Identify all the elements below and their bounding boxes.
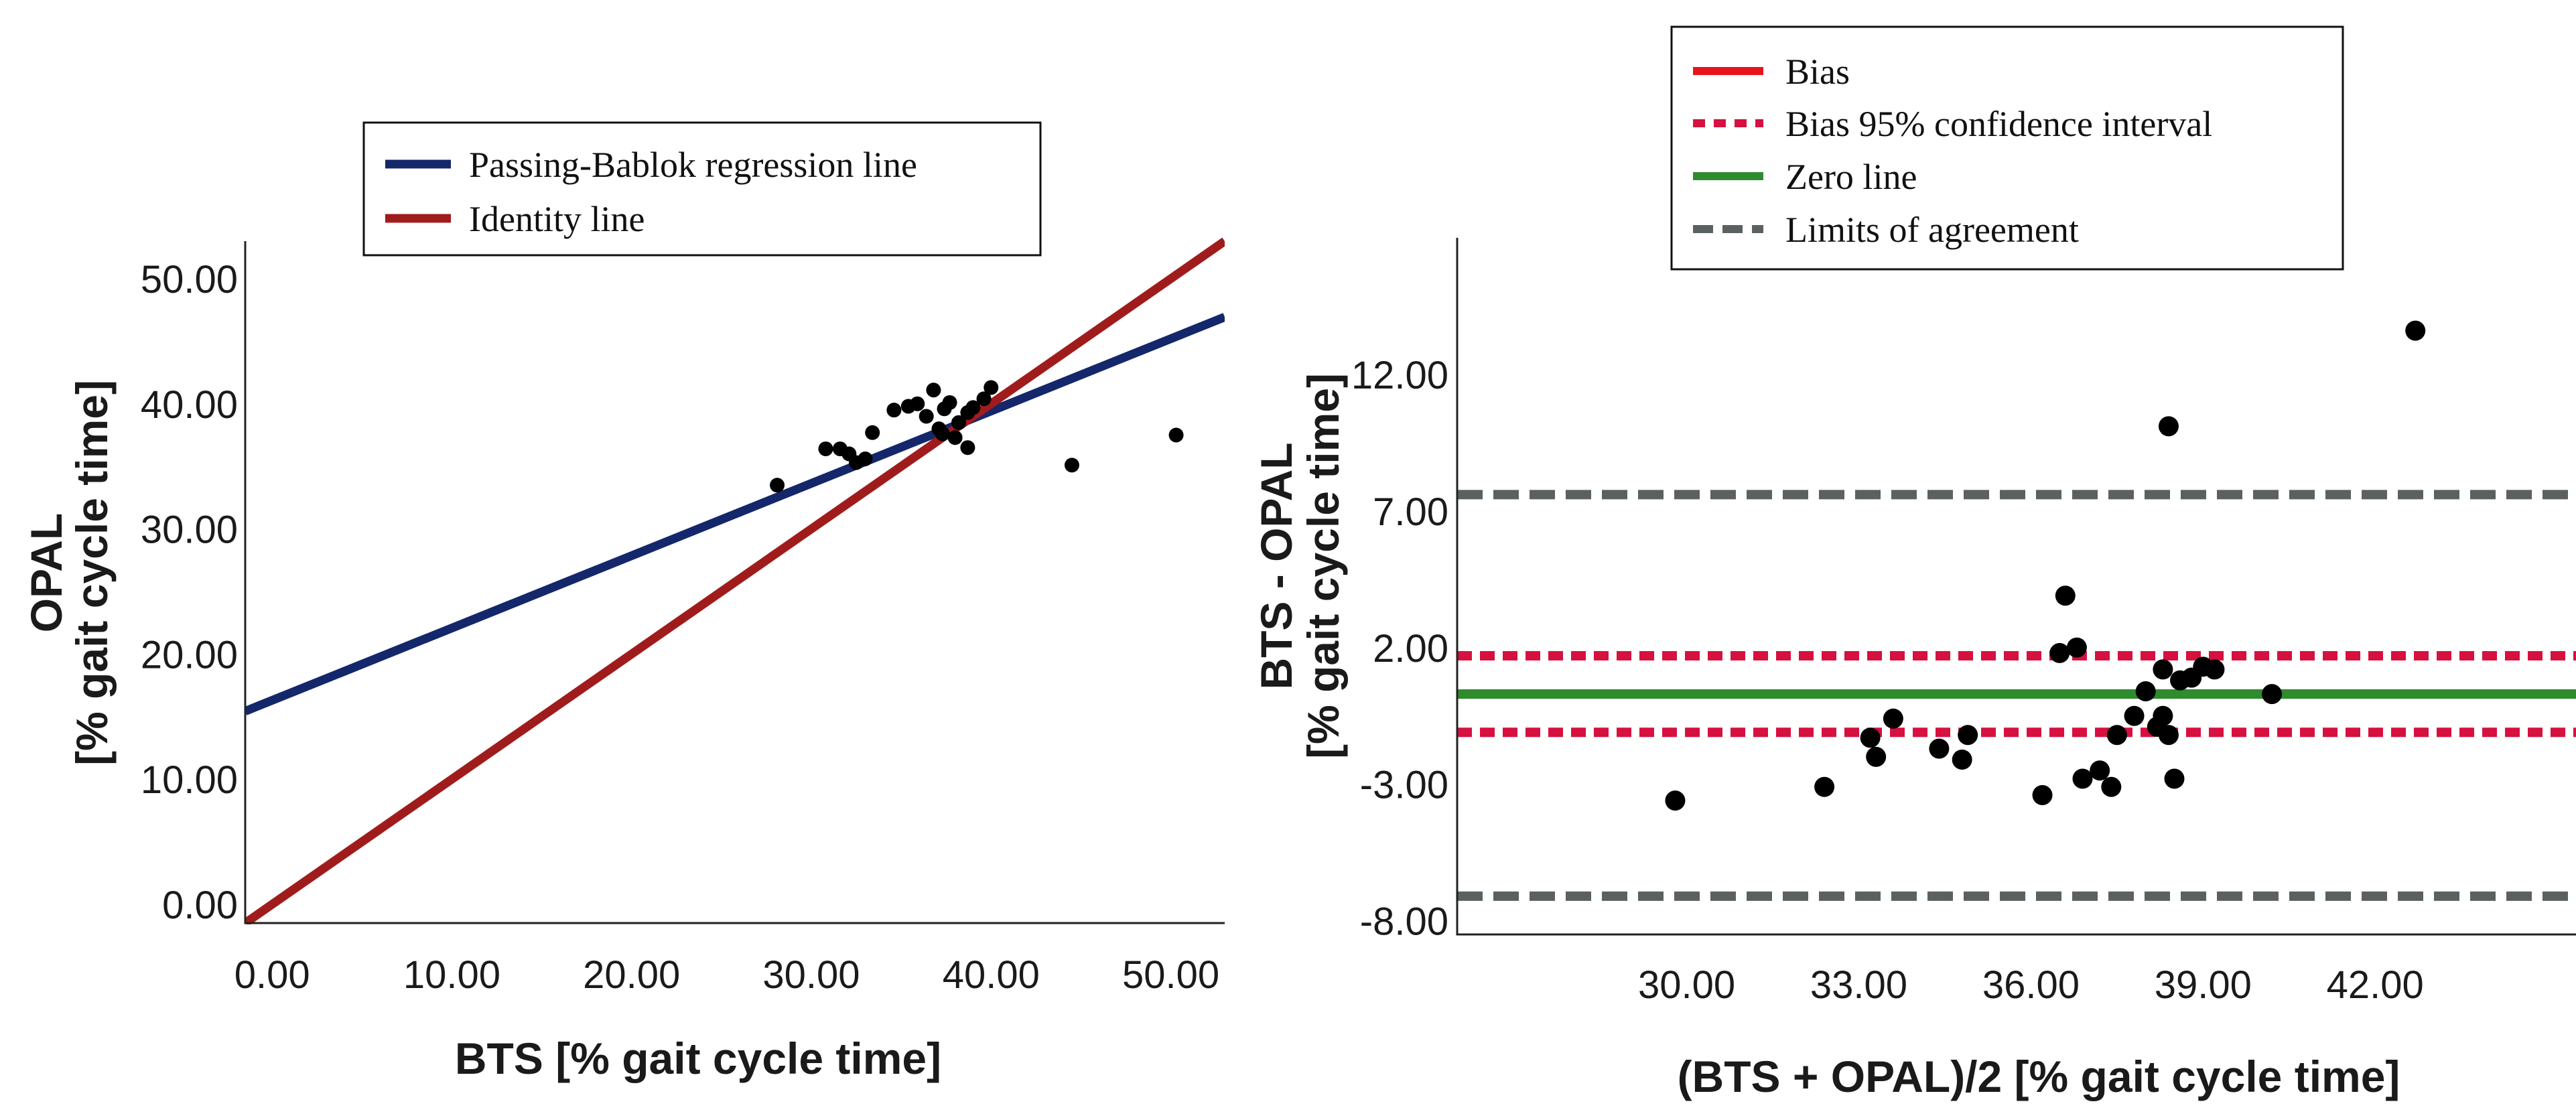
data-point [1929, 738, 1950, 759]
x-tick-label: 33.00 [1810, 963, 1907, 1007]
data-point [1860, 727, 1881, 748]
data-point [1952, 749, 1972, 770]
left-y-axis-title-line1: OPAL [21, 513, 71, 632]
x-tick-label: 20.00 [583, 953, 680, 997]
data-point [951, 415, 966, 430]
data-point [2101, 776, 2122, 797]
left-plot-lines [245, 237, 1225, 924]
data-point [947, 430, 963, 445]
left-y-axis-title-line2: [% gait cycle time] [67, 380, 117, 766]
x-tick-label: 40.00 [943, 953, 1040, 997]
data-point [2153, 705, 2173, 726]
data-point [919, 409, 934, 424]
passing-bablok-chart: 0.00 10.00 20.00 30.00 40.00 50.00 0.00 10.00 2… [21, 121, 1225, 1083]
data-point [1814, 776, 1835, 797]
y-tick-label: -3.00 [1360, 764, 1448, 807]
data-point [2164, 768, 2185, 789]
data-point [2405, 320, 2426, 341]
left-axes [244, 241, 1225, 924]
legend-label-regression: Passing-Bablok regression line [469, 145, 917, 185]
data-point [910, 396, 925, 411]
data-point [960, 440, 975, 456]
legend-label-loa: Limits of agreement [1785, 210, 2079, 250]
data-point [2032, 785, 2053, 805]
data-point [942, 395, 957, 410]
left-legend-box [362, 121, 1042, 257]
data-point [886, 403, 902, 418]
data-point [2055, 585, 2076, 606]
data-point [2204, 659, 2225, 680]
x-tick-label: 30.00 [762, 953, 860, 997]
y-tick-label: 2.00 [1373, 627, 1448, 671]
data-point [770, 478, 785, 493]
right-x-axis-title: (BTS + OPAL)/2 [% gait cycle time] [1678, 1052, 2400, 1101]
data-point [2106, 725, 2127, 746]
right-x-ticks: 30.00 33.00 36.00 39.00 42.00 [1638, 963, 2424, 1007]
x-tick-label: 42.00 [2327, 963, 2424, 1007]
y-tick-label: 12.00 [1351, 354, 1448, 397]
data-point [1168, 427, 1184, 443]
data-point [858, 451, 873, 467]
right-y-ticks: 12.00 7.00 2.00 -3.00 -8.00 [1351, 354, 1448, 944]
legend-label-bias-ci: Bias 95% confidence interval [1785, 104, 2212, 144]
right-points [1665, 320, 2426, 811]
left-x-ticks: 0.00 10.00 20.00 30.00 40.00 50.00 [234, 953, 1219, 997]
y-tick-label: 40.00 [141, 383, 238, 427]
left-y-ticks: 0.00 10.00 20.00 30.00 40.00 50.00 [141, 258, 238, 927]
data-point [2153, 659, 2173, 680]
data-point [1064, 458, 1079, 473]
data-point [2090, 760, 2110, 781]
x-tick-label: 39.00 [2155, 963, 2252, 1007]
left-legend: Passing-Bablok regression line Identity … [362, 121, 1042, 257]
x-tick-label: 36.00 [1982, 963, 2080, 1007]
right-y-axis-title-line2: [% gait cycle time] [1298, 373, 1348, 759]
data-point [1958, 725, 1978, 746]
right-y-axis-title-line1: BTS - OPAL [1251, 442, 1301, 689]
y-tick-label: 20.00 [141, 633, 238, 677]
data-point [984, 380, 999, 395]
y-tick-label: 10.00 [141, 758, 238, 802]
data-point [2124, 705, 2145, 726]
left-x-axis-title: BTS [% gait cycle time] [455, 1034, 941, 1083]
x-tick-label: 50.00 [1122, 953, 1219, 997]
y-tick-label: 7.00 [1373, 490, 1448, 534]
legend-label-zero: Zero line [1785, 157, 1917, 197]
y-tick-label: 50.00 [141, 258, 238, 301]
data-point [935, 426, 950, 441]
data-point [2158, 725, 2179, 746]
data-point [926, 382, 941, 398]
y-tick-label: 0.00 [162, 884, 238, 927]
legend-label-bias: Bias [1785, 52, 1850, 92]
data-point [1883, 708, 1903, 729]
data-point [2158, 416, 2179, 437]
right-legend-box [1670, 25, 2344, 271]
data-point [818, 441, 833, 457]
y-tick-label: -8.00 [1360, 900, 1448, 944]
right-plot-lines [1457, 490, 2576, 901]
y-tick-label: 30.00 [141, 508, 238, 552]
left-points [770, 380, 1184, 493]
data-point [2135, 681, 2156, 702]
identity-line [245, 237, 1225, 924]
x-tick-label: 30.00 [1638, 963, 1735, 1007]
data-point [865, 425, 880, 440]
right-legend: Bias Bias 95% confidence interval Zero l… [1670, 25, 2344, 271]
x-tick-label: 10.00 [403, 953, 500, 997]
right-axes [1456, 238, 2576, 936]
data-point [1665, 790, 1686, 811]
data-point [2262, 684, 2283, 705]
data-point [2072, 768, 2093, 789]
data-point [2049, 642, 2070, 663]
data-point [965, 400, 981, 415]
x-tick-label: 0.00 [234, 953, 310, 997]
legend-label-identity: Identity line [469, 199, 645, 239]
bland-altman-chart: 30.00 33.00 36.00 39.00 42.00 12.00 7.00 2.00 -… [1251, 25, 2576, 1101]
data-point [1866, 746, 1887, 767]
regression-line [245, 313, 1225, 715]
data-point [2066, 637, 2087, 658]
data-point [976, 391, 992, 407]
